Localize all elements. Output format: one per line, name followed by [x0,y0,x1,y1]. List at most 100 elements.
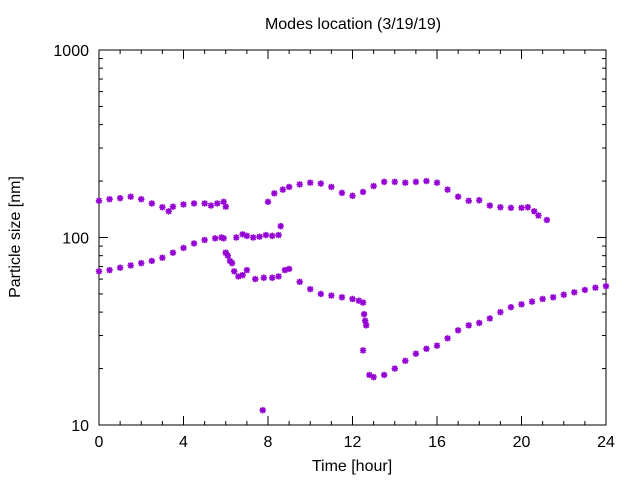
y-tick-label: 1000 [53,43,89,60]
data-point [275,273,282,280]
data-point [360,310,368,318]
data-point [148,200,156,207]
data-point [486,202,494,209]
data-point [127,193,134,200]
data-point [256,233,263,240]
data-point [211,235,219,242]
data-point [338,294,346,301]
data-point [423,177,430,185]
data-point [285,265,293,273]
data-point [127,262,134,269]
data-point [465,322,472,329]
x-tick-label: 0 [95,434,104,451]
data-point [218,234,225,241]
data-point [275,231,282,239]
data-point [497,308,504,316]
x-tick-label: 24 [597,434,615,451]
data-point [250,234,257,241]
data-point [95,197,103,204]
data-point [190,240,198,247]
data-point [528,298,536,305]
data-point [239,231,246,238]
data-point [190,200,198,207]
data-point [530,208,538,215]
data-point [106,266,113,274]
data-point [138,196,145,203]
data-point [370,373,377,381]
data-point [560,291,567,298]
data-point [220,235,227,242]
x-tick-label: 16 [428,434,446,451]
data-point [307,179,314,186]
data-point [222,203,229,210]
chart-title: Modes location (3/19/19) [265,16,441,33]
data-point [355,297,363,304]
data-point [454,327,462,334]
x-tick-label: 12 [344,434,362,451]
data-point [180,244,187,252]
data-point [361,317,369,324]
data-point [402,357,409,364]
data-point [222,249,229,256]
data-point [116,264,124,271]
data-points [95,177,610,414]
data-point [412,178,420,186]
data-point [476,319,483,327]
x-tick-label: 8 [264,434,273,451]
data-point [543,216,551,224]
data-point [279,186,286,193]
data-point [169,249,177,256]
data-point [476,197,483,204]
x-axis-label: Time [hour] [312,458,392,475]
data-point [307,285,314,293]
data-point [359,299,367,306]
data-point [159,254,166,261]
data-point [243,232,251,240]
data-point [201,236,208,244]
data-point [518,301,525,308]
data-point [271,190,278,197]
data-point [169,203,177,210]
data-point [328,183,335,191]
data-point [243,266,251,274]
data-point [349,295,356,303]
data-point [433,342,441,349]
data-point [262,231,270,239]
data-point [486,315,494,322]
data-point [138,259,145,267]
data-point [235,273,242,280]
data-point [507,204,515,212]
data-point [224,252,232,259]
data-point [391,178,398,186]
data-point [220,198,227,206]
data-point [264,198,272,206]
data-point [269,274,276,281]
data-point [412,350,420,357]
data-point [116,195,124,202]
y-tick-label: 10 [71,418,89,435]
plot-frame [98,49,607,426]
data-point [281,266,289,274]
data-point [165,208,172,215]
data-point [231,268,238,275]
data-point [549,294,557,301]
data-point [444,335,451,342]
data-point [269,232,276,240]
data-point [259,406,266,414]
data-point [391,365,398,372]
y-tick-label: 100 [62,231,89,248]
data-point [359,347,367,354]
data-point [423,345,430,352]
data-point [296,181,303,188]
data-point [201,200,208,207]
data-point [359,188,367,196]
data-point [260,274,267,281]
data-point [402,179,409,186]
ticks [98,49,607,426]
data-point [207,202,215,209]
data-point [465,197,472,204]
data-point [180,201,187,208]
data-point [328,292,335,299]
data-point [592,284,599,291]
